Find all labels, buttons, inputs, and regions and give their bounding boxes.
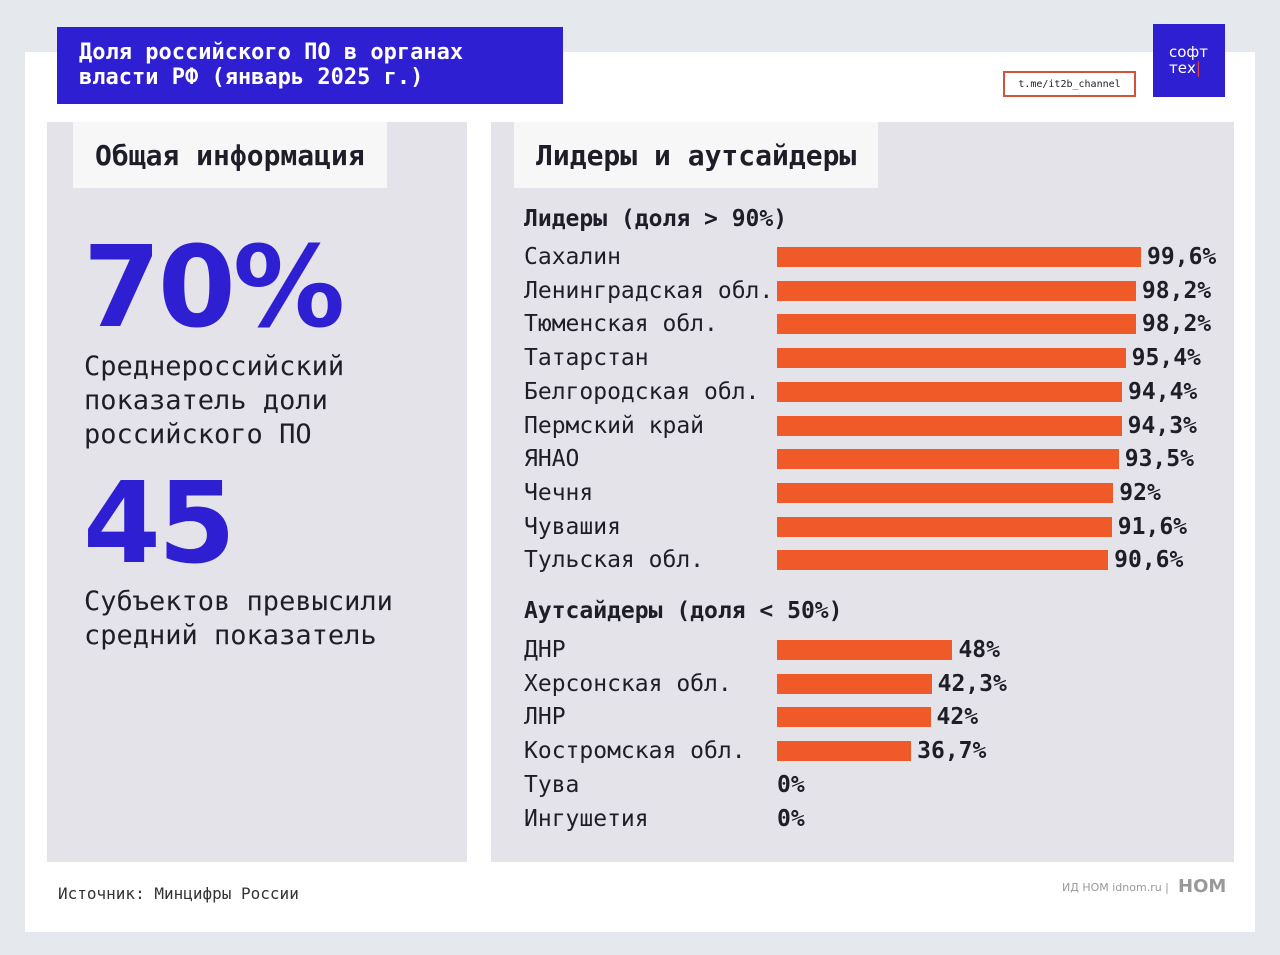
category-label: Ингушетия <box>524 805 649 832</box>
bar <box>777 673 932 694</box>
bar-row: ДНР 48% <box>524 635 1224 665</box>
chart-title: Лидеры и аутсайдеры <box>514 122 879 188</box>
bar <box>777 415 1122 436</box>
bar-row: Тульская обл. 90,6% <box>524 545 1224 575</box>
bar-row: Костромская обл. 36,7% <box>524 736 1224 766</box>
bar <box>777 482 1114 503</box>
category-label: ЛНР <box>524 704 566 731</box>
bar-row: Пермский край 94,3% <box>524 411 1224 441</box>
bar <box>777 640 953 660</box>
bar <box>777 516 1112 537</box>
bar-row: ЯНАО 93,5% <box>524 444 1224 474</box>
value-label: 99,6% <box>1147 244 1217 270</box>
value-label: 0% <box>777 771 805 798</box>
cursor-icon: | <box>1195 59 1201 77</box>
value-label: 90,6% <box>1114 547 1184 574</box>
category-label: Тульская обл. <box>524 547 705 574</box>
value-label: 98,2% <box>1141 311 1212 338</box>
value-label: 42% <box>936 704 979 731</box>
value-label: 93,5% <box>1124 446 1194 473</box>
category-label: Тува <box>524 771 580 798</box>
value-label: 98,2% <box>1141 277 1212 304</box>
category-label: Тюменская обл. <box>524 311 718 338</box>
brand-logo: НОМ <box>1178 876 1227 897</box>
bar <box>777 280 1136 301</box>
bar-row: Белгородская обл. 94,4% <box>524 377 1224 407</box>
category-label: Чечня <box>524 479 594 506</box>
category-label: ДНР <box>524 637 566 663</box>
value-label: 92% <box>1119 479 1161 506</box>
bar <box>777 707 931 728</box>
value-label: 91,6% <box>1117 513 1188 540</box>
bar <box>777 741 912 762</box>
category-label: ЯНАО <box>524 446 580 473</box>
value-label: 0% <box>777 805 805 832</box>
bar-row: Тюменская обл. 98,2% <box>524 309 1224 339</box>
bar-row: Херсонская обл. 42,3% <box>524 669 1224 699</box>
value-label: 94,3% <box>1127 412 1197 439</box>
bar <box>777 314 1136 335</box>
bar-row: Татарстан 95,4% <box>524 343 1224 373</box>
credit: ИД НОМ idnom.ru | <box>1062 881 1169 894</box>
stat-average: 70% <box>83 223 345 353</box>
category-label: Сахалин <box>524 244 621 270</box>
bar <box>777 348 1126 369</box>
bar <box>777 550 1109 571</box>
group-title: Аутсайдеры (доля < 50%) <box>524 598 843 624</box>
logo-line1: софт <box>1169 43 1208 61</box>
stat-count: 45 <box>83 459 236 589</box>
value-label: 36,7% <box>917 738 987 765</box>
bar-row: Тува 0% <box>524 770 1224 800</box>
bar-row: Чечня 92% <box>524 478 1224 508</box>
stat-count-desc: Субъектов превысили средний показатель <box>84 586 393 651</box>
logo-line2: тех <box>1169 59 1196 77</box>
bar-row: Ингушетия 0% <box>524 804 1224 834</box>
bar <box>777 449 1119 470</box>
logo: софт тех| <box>1153 24 1225 97</box>
bar <box>777 381 1123 402</box>
general-info-tab: Общая информация <box>73 122 387 188</box>
value-label: 94,4% <box>1128 378 1198 405</box>
leaders-panel: Лидеры и аутсайдеры Лидеры (доля > 90%) С… <box>491 122 1234 862</box>
general-info-panel: Общая информация 70% Среднероссийский по… <box>47 122 467 862</box>
category-label: Ленинградская обл. <box>524 277 774 304</box>
category-label: Херсонская обл. <box>524 670 732 697</box>
value-label: 42,3% <box>937 670 1007 697</box>
category-label: Чувашия <box>524 513 621 540</box>
source: Источник: Минцифры России <box>58 884 299 903</box>
category-label: Белгородская обл. <box>524 378 760 405</box>
page-title: Доля российского ПО в органах власти РФ … <box>57 27 563 104</box>
category-label: Пермский край <box>524 412 705 439</box>
value-label: 48% <box>958 637 1000 663</box>
bar <box>777 247 1142 267</box>
bar-row: Сахалин 99,6% <box>524 242 1224 272</box>
category-label: Татарстан <box>524 345 649 372</box>
channel-link[interactable]: t.me/it2b_channel <box>1003 71 1136 97</box>
bar-row: Ленинградская обл. 98,2% <box>524 276 1224 306</box>
value-label: 95,4% <box>1131 345 1201 372</box>
bar-row: Чувашия 91,6% <box>524 512 1224 542</box>
stat-average-desc: Среднероссийский показатель доли российс… <box>84 351 345 450</box>
category-label: Костромская обл. <box>524 738 746 765</box>
bar-row: ЛНР 42% <box>524 702 1224 732</box>
group-title: Лидеры (доля > 90%) <box>524 206 788 232</box>
